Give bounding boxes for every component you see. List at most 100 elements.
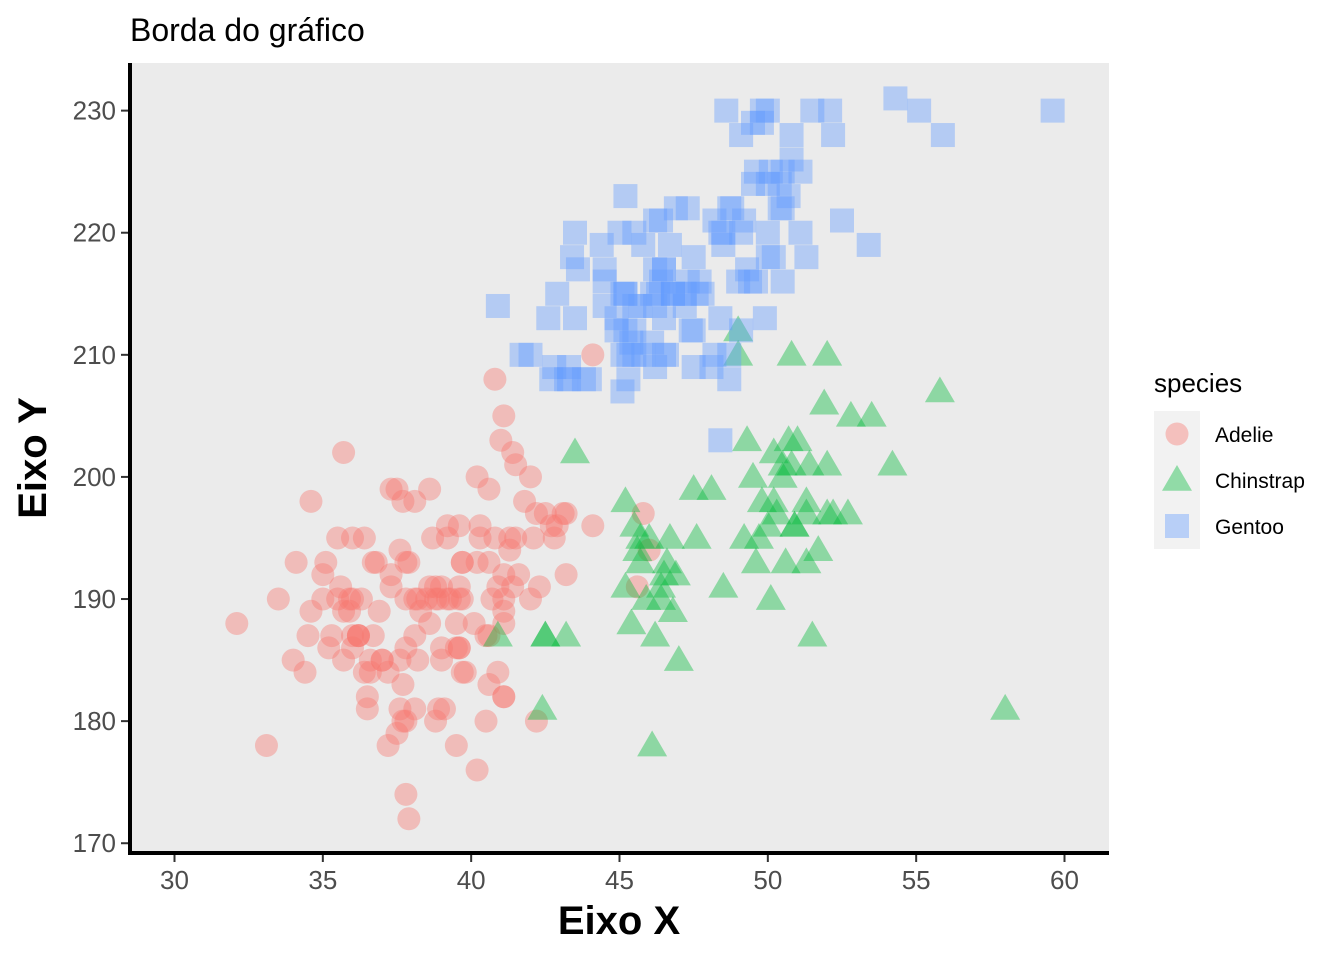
chinstrap-point [640, 620, 671, 647]
gentoo-point [681, 318, 706, 343]
chinstrap-point [708, 571, 739, 598]
gentoo-point [681, 355, 706, 380]
adelie-point [533, 502, 557, 526]
adelie-point [338, 599, 362, 623]
chinstrap-point [797, 620, 828, 647]
chinstrap-point [776, 339, 807, 366]
chinstrap-point [619, 510, 650, 537]
adelie-point [391, 709, 415, 733]
chinstrap-point [740, 547, 771, 574]
adelie-point [329, 575, 353, 599]
gentoo-point [711, 232, 736, 257]
chinstrap-point [791, 547, 822, 574]
adelie-point [489, 428, 513, 452]
y-tick-label: 200 [73, 462, 116, 492]
legend: species Adelie Chinstrap Gentoo [1154, 368, 1305, 549]
gentoo-point [729, 220, 754, 245]
gentoo-point [788, 220, 813, 245]
gentoo-point [708, 220, 733, 245]
gentoo-point [699, 355, 724, 380]
gentoo-point [652, 306, 676, 331]
gentoo-point [631, 342, 656, 367]
chinstrap-point [678, 474, 709, 500]
legend-label: Adelie [1215, 424, 1273, 447]
legend-items: Adelie Chinstrap Gentoo [1154, 411, 1305, 549]
adelie-point [311, 587, 335, 611]
y-tick-label: 230 [73, 96, 116, 126]
chinstrap-point [738, 461, 768, 488]
adelie-point [427, 587, 451, 611]
gentoo-point [743, 159, 768, 184]
x-tick-label: 55 [902, 865, 931, 895]
gentoo-point [930, 123, 955, 148]
adelie-point [468, 514, 492, 538]
gentoo-point [767, 171, 792, 196]
gentoo-point [622, 293, 647, 318]
adelie-point [358, 660, 382, 684]
adelie-point [447, 636, 471, 660]
adelie-point [477, 550, 501, 574]
gentoo-point [610, 379, 635, 404]
gentoo-point [610, 342, 635, 367]
adelie-point [418, 611, 442, 635]
adelie-point [394, 550, 418, 574]
chinstrap-point [877, 449, 908, 476]
adelie-point [391, 672, 415, 696]
chinstrap-point [622, 535, 653, 561]
gentoo-point [563, 306, 587, 331]
adelie-point [418, 575, 442, 599]
gentoo-point [657, 232, 682, 257]
adelie-point [637, 538, 661, 562]
adelie-point [349, 587, 373, 611]
chinstrap-point [610, 571, 641, 598]
gentoo-point [755, 171, 780, 196]
adelie-point [492, 685, 516, 709]
gentoo-point [726, 269, 751, 294]
chinstrap-point [782, 425, 813, 452]
chinstrap-point [812, 449, 843, 476]
chinstrap-point [770, 547, 801, 574]
gentoo-point [643, 355, 668, 380]
gentoo-point [770, 269, 795, 294]
x-tick-label: 50 [753, 865, 782, 895]
chinstrap-point [616, 608, 647, 635]
adelie-point [225, 611, 249, 635]
gentoo-point [818, 98, 843, 123]
gentoo-point [652, 342, 676, 367]
adelie-point [447, 636, 471, 660]
chinstrap-point [779, 510, 810, 537]
chinstrap-point [803, 535, 834, 561]
chinstrap-point [832, 498, 863, 525]
chinstrap-point [631, 584, 662, 610]
chinstrap-point [637, 730, 668, 757]
gentoo-point [708, 306, 733, 331]
adelie-point [341, 526, 364, 550]
adelie-point [403, 624, 427, 648]
gentoo-point [830, 208, 854, 233]
x-tick-label: 35 [308, 865, 337, 895]
adelie-point [492, 563, 516, 587]
adelie-point [370, 648, 394, 672]
gentoo-point [518, 342, 543, 367]
gentoo-point [663, 196, 688, 221]
chinstrap-point [551, 620, 582, 647]
series-chinstrap [482, 315, 1021, 757]
adelie-point [403, 697, 427, 721]
gentoo-point [678, 318, 703, 343]
gentoo-point [675, 269, 700, 294]
gentoo-point [672, 281, 697, 306]
adelie-point [477, 624, 501, 648]
gentoo-point [729, 123, 754, 148]
gentoo-point [856, 232, 881, 257]
adelie-point [492, 404, 516, 428]
adelie-point [424, 587, 448, 611]
chinstrap-point [696, 474, 727, 500]
gentoo-point [708, 428, 733, 453]
adelie-point [492, 611, 516, 635]
x-tick-label: 40 [457, 865, 486, 895]
gentoo-point [545, 281, 570, 306]
gentoo-point [646, 281, 671, 306]
x-axis-ticks: 30 35 40 45 50 55 60 [160, 855, 1079, 895]
legend-label: Chinstrap [1215, 470, 1305, 493]
